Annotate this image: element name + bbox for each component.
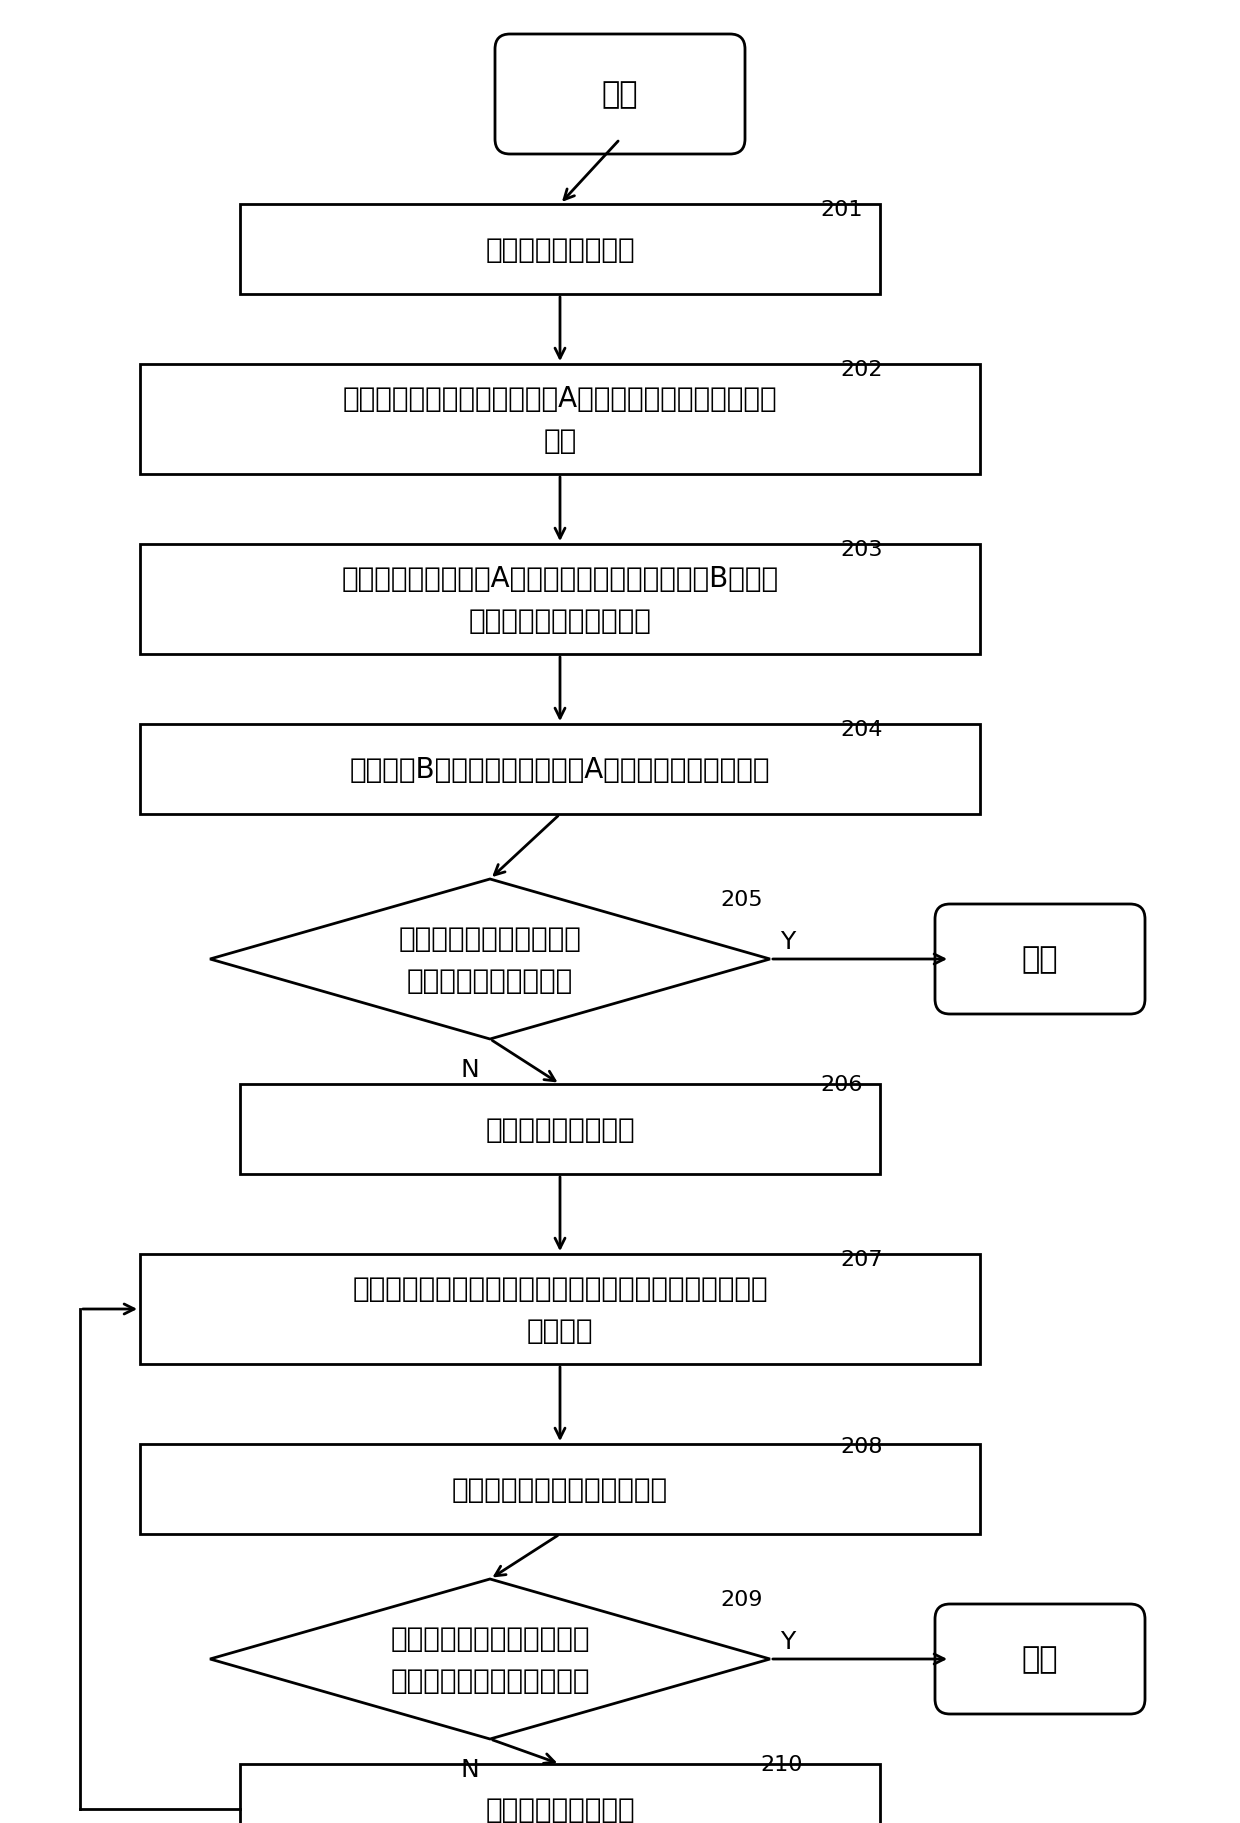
Bar: [140, 365, 980, 474]
Bar: [241, 204, 880, 295]
Text: 结束: 结束: [1022, 1644, 1058, 1674]
Text: 在当前数量下根据制热机组档位顺序，选取一个档位作为
当前档位: 在当前数量下根据制热机组档位顺序，选取一个档位作为 当前档位: [352, 1274, 768, 1344]
Text: Y: Y: [780, 1630, 796, 1653]
Bar: [140, 1254, 980, 1364]
Text: 205: 205: [720, 890, 763, 910]
Text: 203: 203: [839, 540, 883, 560]
Text: 209: 209: [720, 1590, 763, 1610]
Text: N: N: [460, 1757, 480, 1781]
FancyBboxPatch shape: [935, 904, 1145, 1014]
Text: 根据制热机组档位顺序，选取A类制热机组的档位作为当前
档位: 根据制热机组档位顺序，选取A类制热机组的档位作为当前 档位: [342, 385, 777, 454]
Text: 判断当前档位与当前数量的
乘积是否满足第三约束条件: 判断当前档位与当前数量的 乘积是否满足第三约束条件: [391, 1624, 590, 1694]
Bar: [241, 1085, 880, 1174]
Text: 逐个组合B类制热机组的档位与A类制热机组的当前档位: 逐个组合B类制热机组的档位与A类制热机组的当前档位: [350, 755, 770, 784]
Bar: [140, 724, 980, 815]
Text: 207: 207: [839, 1249, 883, 1269]
Text: 控制制热机组的数量: 控制制热机组的数量: [485, 235, 635, 264]
Text: Y: Y: [780, 930, 796, 953]
Polygon shape: [210, 1579, 770, 1739]
Text: N: N: [460, 1057, 480, 1081]
Text: 根据第一约束条件和A制热机组的当前档位，选取B类制热
机组的档位作为候选档位: 根据第一约束条件和A制热机组的当前档位，选取B类制热 机组的档位作为候选档位: [341, 565, 779, 634]
Polygon shape: [210, 879, 770, 1039]
Text: 控制当前档位与当前数量相乘: 控制当前档位与当前数量相乘: [451, 1475, 668, 1504]
Bar: [241, 1765, 880, 1823]
Text: 204: 204: [839, 720, 883, 740]
FancyBboxPatch shape: [495, 35, 745, 155]
Text: 206: 206: [820, 1074, 863, 1094]
Bar: [140, 545, 980, 654]
FancyBboxPatch shape: [935, 1604, 1145, 1714]
Text: 更新制热机组的数量: 更新制热机组的数量: [485, 1796, 635, 1823]
Text: 开始: 开始: [601, 80, 639, 109]
Text: 判断组合所提供的制热量
是否满足第二约束条件: 判断组合所提供的制热量 是否满足第二约束条件: [398, 924, 582, 994]
Text: 更新制热机组的数量: 更新制热机组的数量: [485, 1116, 635, 1143]
Text: 201: 201: [820, 201, 863, 221]
Text: 结束: 结束: [1022, 944, 1058, 973]
Bar: [140, 1444, 980, 1535]
Text: 202: 202: [839, 359, 883, 379]
Text: 210: 210: [760, 1754, 802, 1774]
Text: 208: 208: [839, 1437, 883, 1457]
